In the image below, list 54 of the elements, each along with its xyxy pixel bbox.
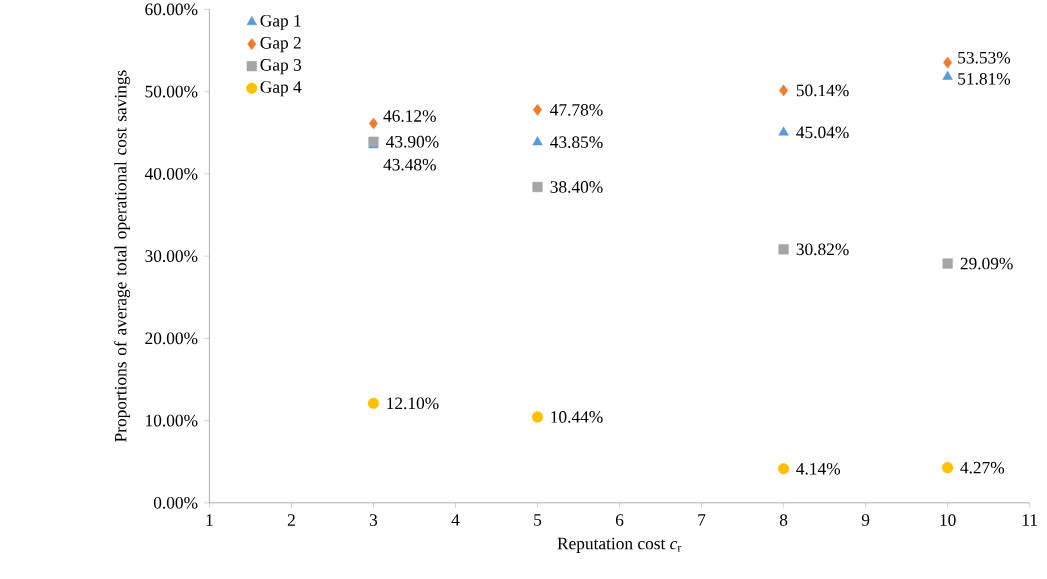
x-tick-label: 7 xyxy=(698,514,706,526)
y-tick-label: 0.00% xyxy=(153,497,198,509)
data-label: 10.44% xyxy=(551,411,603,423)
data-label: 47.78% xyxy=(550,104,603,116)
data-label: 4.14% xyxy=(796,462,841,475)
y-tick-label: 20.00% xyxy=(145,332,198,345)
data-label: 38.40% xyxy=(550,181,603,193)
data-label: 43.85% xyxy=(550,136,603,149)
data-label: 53.53% xyxy=(958,51,1011,64)
point xyxy=(942,70,953,80)
x-tick-label: 9 xyxy=(861,514,870,526)
data-label: 30.82% xyxy=(796,243,849,256)
legend-label: Gap 2 xyxy=(260,37,301,53)
x-tick-label: 11 xyxy=(1022,514,1037,526)
data-label: 29.09% xyxy=(960,257,1013,270)
x-tick-label: 3 xyxy=(369,514,378,526)
data-label: 4.27% xyxy=(960,461,1005,474)
point xyxy=(778,126,789,136)
legend-label: Gap 3 xyxy=(260,59,302,75)
legend-label: Gap 4 xyxy=(260,81,302,97)
x-tick-label: 8 xyxy=(779,514,788,526)
point xyxy=(942,462,954,474)
data-label: 50.14% xyxy=(796,84,849,97)
y-tick-label: 50.00% xyxy=(145,85,198,98)
point xyxy=(368,117,378,130)
point xyxy=(367,397,380,409)
x-tick-label: 1 xyxy=(206,514,213,526)
point xyxy=(777,463,790,475)
x-tick-label: 6 xyxy=(615,514,624,526)
point xyxy=(942,258,953,269)
y-tick-label: 10.00% xyxy=(146,414,198,427)
data-label: 12.10% xyxy=(387,397,439,410)
x-tick-label: 10 xyxy=(940,514,956,526)
data-label: 51.81% xyxy=(958,73,1011,85)
y-tick-label: 30.00% xyxy=(145,250,198,263)
x-axis-title: Reputation cost c$_{r}$ xyxy=(557,537,682,553)
point xyxy=(778,244,789,255)
point xyxy=(531,411,544,423)
point xyxy=(532,182,543,193)
point xyxy=(532,136,543,146)
data-label: 46.12% xyxy=(383,110,436,122)
y-tick-label: 40.00% xyxy=(144,168,198,180)
x-tick-label: 4 xyxy=(451,514,460,526)
y-tick-label: 60.00% xyxy=(145,3,198,16)
point xyxy=(943,56,953,69)
y-axis-title: Proportions of average total operational cost savings xyxy=(114,70,131,442)
data-label: 43.90% xyxy=(386,135,439,148)
x-tick-label: 5 xyxy=(534,514,542,526)
point xyxy=(533,104,542,116)
data-label: 45.04% xyxy=(796,126,849,139)
legend-label: Gap 1 xyxy=(260,15,301,31)
point xyxy=(779,84,789,97)
data-label: 43.48% xyxy=(383,158,436,171)
x-tick-label: 2 xyxy=(287,514,295,526)
